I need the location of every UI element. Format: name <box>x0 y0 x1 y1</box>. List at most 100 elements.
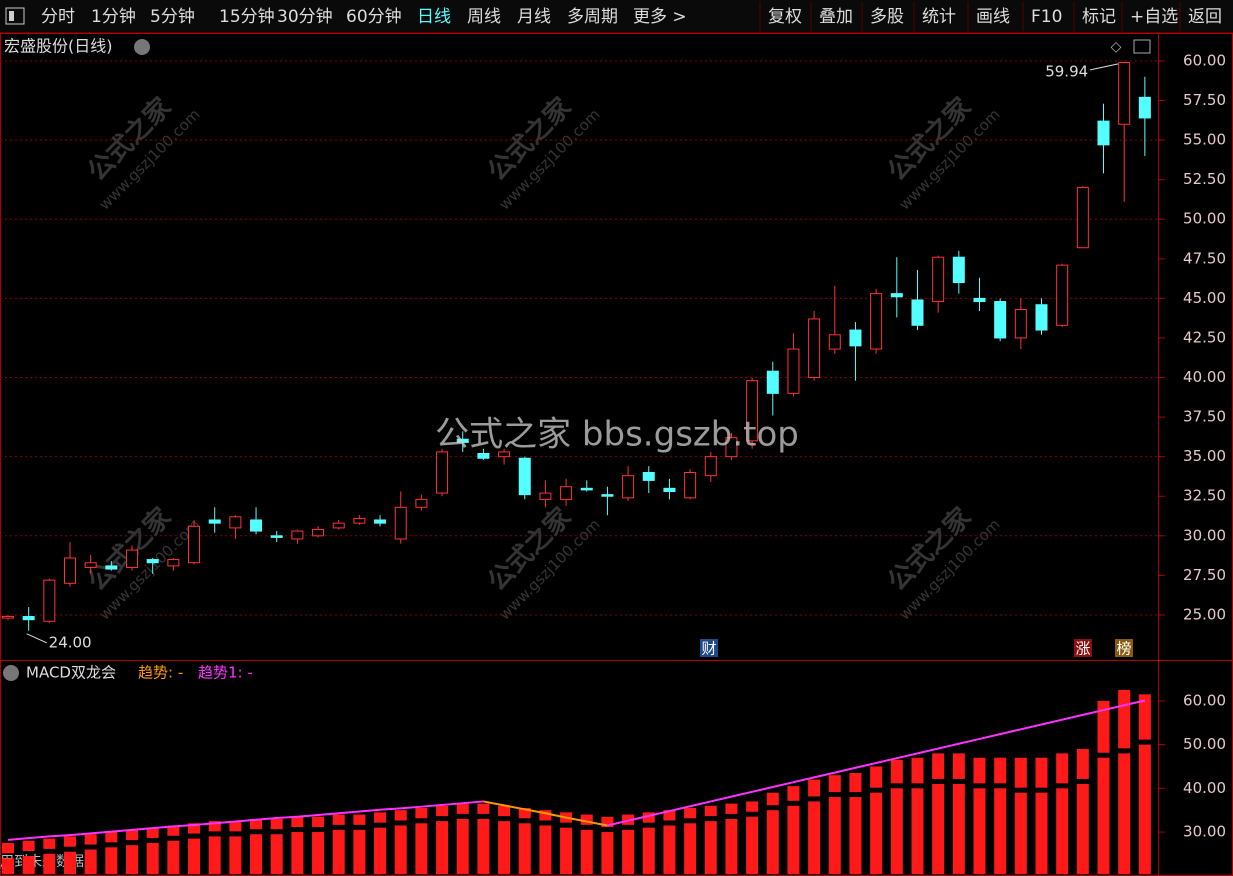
indicator-upper-bar <box>126 829 139 841</box>
toolbar-button[interactable]: 月线 <box>517 7 551 27</box>
indicator-bar <box>725 818 738 874</box>
legend-entry: 趋势: - <box>138 664 183 682</box>
indicator-bar <box>84 849 97 874</box>
indicator-bar <box>353 829 366 874</box>
diamond-icon[interactable]: ◇ <box>1111 39 1122 55</box>
toolbar-button[interactable]: 5分钟 <box>150 7 195 27</box>
candle-body <box>270 535 283 538</box>
indicator-line <box>7 699 1146 841</box>
indicator-bar <box>1035 792 1048 874</box>
toolbar-button[interactable]: 叠加 <box>819 7 853 27</box>
toolbar-button[interactable]: 周线 <box>467 7 501 27</box>
panel-icon[interactable] <box>5 7 25 25</box>
indicator-bar <box>1056 788 1069 874</box>
event-badge-label: 榜 <box>1116 640 1131 658</box>
candle-body <box>932 256 945 303</box>
indicator-title: MACD双龙会 <box>26 664 116 682</box>
legend-entry: 趋势1: - <box>198 664 253 682</box>
indicator-menu[interactable] <box>3 665 19 681</box>
candle-body <box>704 456 717 477</box>
indicator-upper-bar <box>456 803 469 814</box>
toolbar-button[interactable]: 多周期 <box>567 7 618 27</box>
indicator-upper-bar <box>890 759 903 784</box>
toolbar-button[interactable]: F10 <box>1031 7 1062 27</box>
event-badge[interactable] <box>1074 639 1092 657</box>
indicator-bar <box>952 783 965 874</box>
candle-body <box>622 475 635 499</box>
candle-body <box>1138 96 1151 119</box>
indicator-upper-bar <box>932 753 945 779</box>
indicator-upper-bar <box>1138 694 1151 740</box>
min-label: 24.00 <box>49 633 92 651</box>
y-tick-label: 45.00 <box>1183 289 1226 307</box>
candle-body <box>415 498 428 508</box>
indicator-upper-bar <box>415 807 428 819</box>
title-menu[interactable] <box>134 39 150 55</box>
candle-body <box>43 579 56 622</box>
candle-body <box>84 562 97 568</box>
candle-body <box>1014 308 1027 339</box>
indicator-upper-bar <box>167 825 180 836</box>
indicator-upper-bar <box>580 814 593 825</box>
candle-body <box>1097 120 1110 146</box>
toolbar-button[interactable]: 多股 <box>870 7 904 27</box>
toolbar-button[interactable]: 分时 <box>41 7 75 27</box>
indicator-upper-bar <box>973 757 986 784</box>
indicator-bar <box>22 856 35 874</box>
y-tick-label: 55.00 <box>1183 131 1226 149</box>
indicator-bar <box>870 792 883 874</box>
indicator-upper-bar <box>477 803 490 814</box>
event-badge[interactable] <box>700 639 718 657</box>
indicator-bar <box>622 829 635 874</box>
y-tick-label: 60.00 <box>1183 691 1226 709</box>
toolbar-button[interactable]: 1分钟 <box>91 7 136 27</box>
candle-body <box>663 487 676 492</box>
indicator-bar <box>146 842 159 874</box>
candle-body <box>1056 264 1069 326</box>
toolbar-button[interactable]: 统计 <box>922 7 956 27</box>
candle-body <box>870 293 883 350</box>
indicator-bar <box>1118 753 1131 874</box>
candle-body <box>126 549 139 568</box>
footer-note: 用到未来数据 <box>0 854 84 870</box>
indicator-bar <box>250 834 263 874</box>
indicator-bar <box>932 783 945 874</box>
indicator-bar <box>973 788 986 874</box>
y-tick-label: 47.50 <box>1183 249 1226 267</box>
candle-body <box>332 522 345 529</box>
toolbar-button[interactable]: 日线 <box>417 7 451 27</box>
indicator-bar <box>374 827 387 874</box>
toolbar-button[interactable]: 返回 <box>1188 7 1222 27</box>
candle-body <box>808 318 821 379</box>
event-badge[interactable] <box>1115 639 1133 657</box>
indicator-upper-bar <box>1056 753 1069 784</box>
indicator-upper-bar <box>312 816 325 828</box>
y-tick-label: 25.00 <box>1183 605 1226 623</box>
toolbar-button[interactable]: 30分钟 <box>277 7 333 27</box>
indicator-upper-bar <box>291 816 304 828</box>
toolbar-button[interactable]: 60分钟 <box>346 7 402 27</box>
toolbar-button[interactable]: +自选 <box>1130 7 1178 27</box>
y-tick-label: 52.50 <box>1183 170 1226 188</box>
indicator-upper-bar <box>332 814 345 825</box>
indicator-bar <box>436 821 449 874</box>
indicator-bar <box>126 845 139 874</box>
candle-body <box>560 486 573 500</box>
toolbar-button[interactable]: 标记 <box>1082 7 1116 27</box>
candle-body <box>766 370 779 394</box>
y-tick-label: 60.00 <box>1183 51 1226 69</box>
toolbar-button[interactable]: 画线 <box>976 7 1010 27</box>
toolbar-button[interactable]: 15分钟 <box>219 7 275 27</box>
candle-body <box>849 329 862 347</box>
indicator-upper-bar <box>353 814 366 825</box>
candle-body <box>22 616 35 621</box>
candle-body <box>684 471 697 499</box>
indicator-bar <box>394 825 407 874</box>
indicator-bar <box>332 829 345 874</box>
y-tick-label: 40.00 <box>1183 368 1226 386</box>
toolbar-button[interactable]: 更多 > <box>633 7 687 27</box>
toolbar-button[interactable]: 复权 <box>768 7 802 27</box>
indicator-upper-bar <box>146 827 159 838</box>
min-pointer <box>26 633 47 644</box>
side-toggle[interactable] <box>1133 39 1151 54</box>
